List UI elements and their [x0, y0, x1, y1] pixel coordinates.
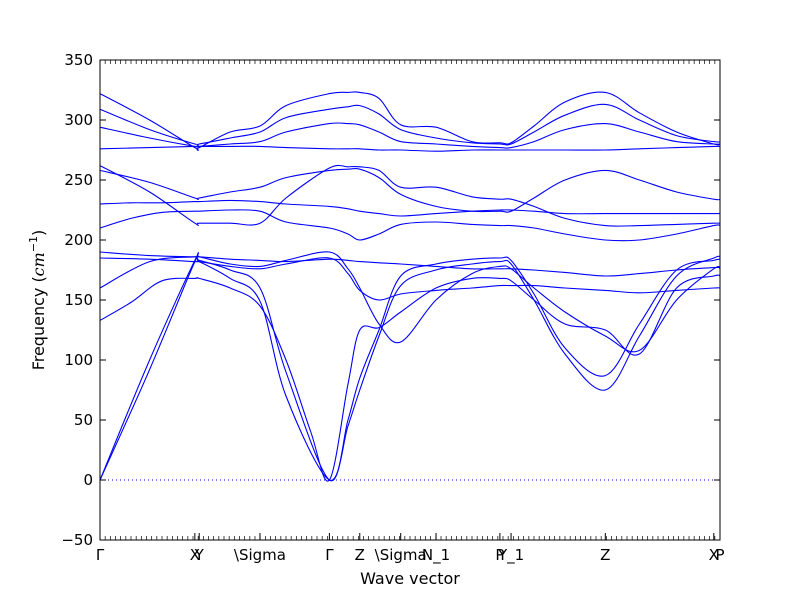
y-tick-label: 300 [64, 111, 93, 129]
branch-line-5 [99, 257, 721, 301]
branch-line-6 [99, 251, 721, 277]
x-tick-label: N_1 [422, 546, 450, 565]
branch-line-13 [99, 103, 721, 146]
x-tick-label: Γ [325, 546, 334, 564]
branch-line-9 [99, 167, 721, 213]
x-tick-label: \Sigma [234, 546, 286, 564]
y-axis-ticks: −50 0 50 100 150 200 250 300 350 [61, 51, 720, 549]
y-axis-label-unit: cm [29, 252, 48, 276]
x-tick-label: X [709, 546, 719, 564]
branch-line-10 [99, 164, 721, 227]
branch-line-8 [99, 199, 720, 217]
branch-line-11 [99, 145, 721, 152]
x-tick-label: Z [355, 546, 365, 564]
y-tick-label: 350 [64, 51, 93, 69]
y-tick-label: −50 [61, 531, 93, 549]
y-tick-label: 200 [64, 231, 93, 249]
y-tick-label: 50 [74, 411, 93, 429]
x-tick-label: \Sigma [375, 546, 427, 564]
branch-line-14 [99, 91, 721, 151]
y-tick-label: 250 [64, 171, 93, 189]
branch-line-3 [99, 274, 721, 482]
branch-line-1 [99, 252, 721, 481]
branch-line-2 [99, 252, 721, 482]
branch-line-4 [99, 251, 721, 353]
y-tick-label: 100 [64, 351, 93, 369]
plot-area [99, 91, 721, 482]
x-tick-label: X [190, 546, 200, 564]
y-tick-label: 150 [64, 291, 93, 309]
x-tick-label: Γ [96, 546, 105, 564]
x-tick-label: P [715, 546, 724, 564]
branch-line-7 [99, 209, 721, 242]
y-tick-label: 0 [83, 471, 93, 489]
x-axis-label: Wave vector [360, 569, 460, 588]
branch-line-12 [99, 122, 721, 149]
x-tick-label: Y_1 [497, 546, 524, 565]
y-axis-label-suffix: ) [29, 230, 48, 236]
y-axis-label-exponent: −1 [27, 236, 40, 252]
y-axis-label: Frequency (cm−1) [27, 230, 48, 371]
y-axis-label-prefix: Frequency ( [29, 276, 48, 370]
x-tick-label: Z [600, 546, 610, 564]
x-tick-label: Y [194, 546, 205, 564]
x-tick-label: P [495, 546, 504, 564]
